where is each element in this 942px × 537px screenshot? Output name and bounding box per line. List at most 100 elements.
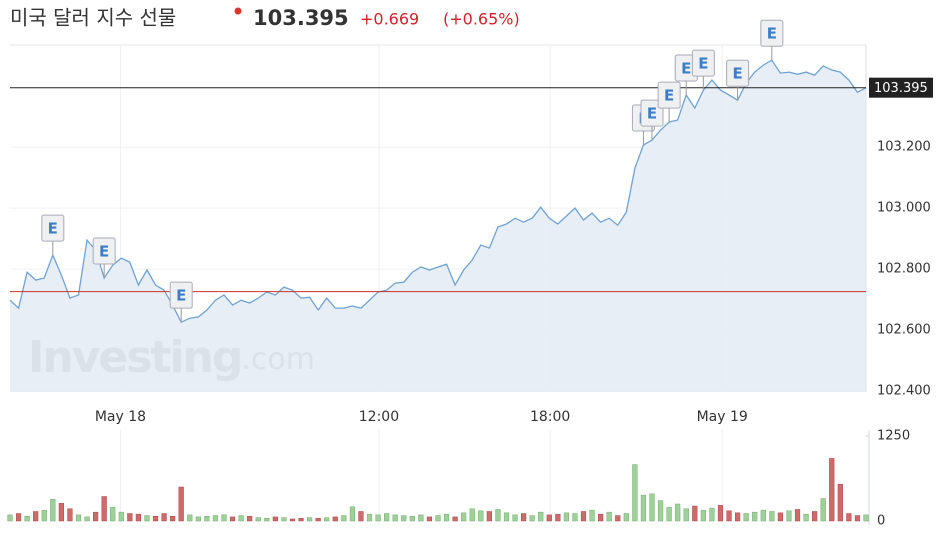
price-line <box>9 59 867 324</box>
volume-bar <box>33 511 39 522</box>
volume-bar <box>306 517 313 522</box>
volume-bar <box>606 511 612 522</box>
volume-bar <box>118 511 124 522</box>
event-box <box>640 99 664 127</box>
event-label: E <box>664 87 674 105</box>
volume-bar <box>837 484 843 522</box>
volume-bar <box>127 513 133 522</box>
volume-bar <box>58 503 64 522</box>
volume-bar <box>247 515 253 522</box>
volume-bar <box>144 515 150 522</box>
volume-bar <box>734 512 741 522</box>
event-label: E <box>176 287 186 305</box>
last-price-label: 103.395 <box>874 81 928 96</box>
y-tick-label: 103.000 <box>877 201 931 216</box>
y-tick-label: 102.800 <box>877 262 931 277</box>
volume-bar <box>7 514 13 522</box>
volume-bar <box>452 516 458 522</box>
volume-bar <box>555 513 561 522</box>
volume-bar <box>409 515 415 522</box>
volume-bar <box>777 512 784 522</box>
volume-bar <box>204 515 210 522</box>
chart-title: 미국 달러 지수 선물 <box>10 6 176 30</box>
volume-bar <box>769 511 775 522</box>
volume-bar <box>640 494 647 522</box>
y-tick-label: 102.400 <box>877 384 931 399</box>
volume-bar <box>264 518 270 522</box>
volume-bar <box>854 515 861 522</box>
volume-bar <box>675 503 681 522</box>
volume-bar <box>572 513 578 522</box>
volume-bar <box>315 518 321 522</box>
price-area <box>10 60 866 392</box>
volume-bar <box>657 500 664 522</box>
x-tick-label: May 19 <box>697 409 748 425</box>
volume-bar <box>794 509 801 522</box>
volume-bar <box>520 513 527 522</box>
event-marker: E <box>640 99 664 141</box>
volume-bar <box>709 507 715 522</box>
volume-bar <box>289 518 296 522</box>
event-marker: E <box>657 81 681 123</box>
event-marker: E <box>726 59 750 101</box>
volume-tick-label: 0 <box>877 514 885 529</box>
volume-bar <box>384 513 390 522</box>
volume-bar <box>178 486 184 522</box>
volume-bar <box>332 516 338 522</box>
event-box <box>760 19 784 47</box>
volume-bar <box>589 509 595 522</box>
volume-bar <box>341 515 347 522</box>
volume-bar <box>272 516 278 522</box>
volume-bar <box>538 511 544 522</box>
x-tick-label: 12:00 <box>359 409 399 425</box>
volume-bar <box>512 514 518 522</box>
volume-bar <box>692 505 698 522</box>
volume-bar <box>24 515 30 522</box>
volume-bar <box>84 516 90 522</box>
volume-bar <box>700 509 706 522</box>
volume-bar <box>529 515 535 522</box>
status-dot <box>234 7 242 15</box>
volume-bar <box>786 510 792 522</box>
volume-bar <box>846 513 852 522</box>
volume-bar <box>803 513 809 522</box>
volume-bar <box>426 516 433 522</box>
volume-bar <box>829 458 835 522</box>
event-label: E <box>99 242 109 260</box>
volume-bar <box>726 510 732 522</box>
volume-bar <box>50 498 56 522</box>
event-label: E <box>732 65 742 83</box>
volume-bar <box>212 515 219 522</box>
volume-bar <box>418 514 424 522</box>
volume-bar <box>161 513 167 522</box>
volume-bar <box>743 513 749 522</box>
x-tick-label: 18:00 <box>530 409 570 425</box>
volume-bar <box>221 514 227 522</box>
y-tick-label: 103.200 <box>877 140 931 155</box>
volume-bar <box>683 508 689 522</box>
change: +0.669 <box>360 10 419 29</box>
volume-bar <box>375 514 381 522</box>
volume-bar <box>623 513 629 522</box>
volume-bar <box>75 514 82 522</box>
volume-bar <box>281 517 287 522</box>
volume-bar <box>503 512 510 522</box>
volume-bar <box>820 498 826 522</box>
volume-bar <box>358 511 364 522</box>
volume-bar <box>546 514 552 522</box>
volume-bar <box>580 511 587 522</box>
event-marker: E <box>691 49 715 91</box>
x-tick-label: May 18 <box>95 409 146 425</box>
volume-bar <box>486 511 492 522</box>
volume-bar <box>563 512 570 522</box>
volume-bar <box>598 513 604 522</box>
volume-bar <box>101 496 107 522</box>
change-percent: (+0.65%) <box>443 10 520 29</box>
volume-bar <box>229 516 236 522</box>
volume-bar <box>863 514 869 522</box>
volume-bar <box>110 507 116 522</box>
volume-bar <box>170 515 176 522</box>
event-box <box>726 59 750 87</box>
